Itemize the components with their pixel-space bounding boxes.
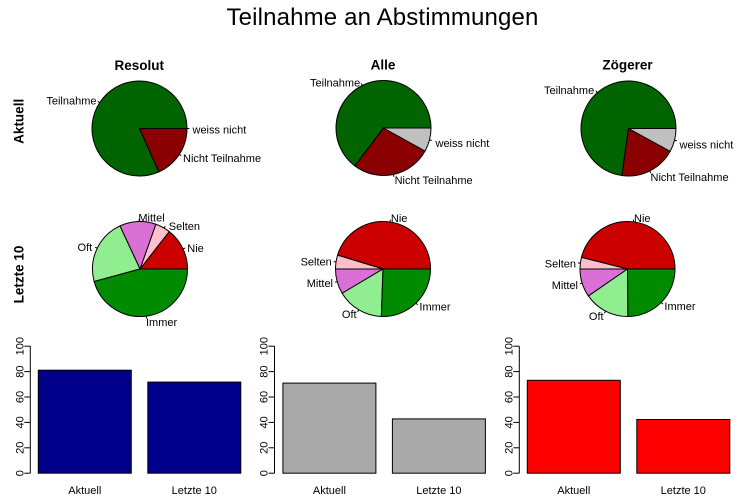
svg-text:Nie: Nie xyxy=(634,213,651,225)
svg-text:Oft: Oft xyxy=(78,242,93,254)
svg-text:Aktuell: Aktuell xyxy=(12,99,27,144)
svg-text:20: 20 xyxy=(503,442,515,454)
svg-text:Immer: Immer xyxy=(146,317,178,329)
svg-text:80: 80 xyxy=(259,365,271,377)
svg-text:60: 60 xyxy=(503,391,515,403)
svg-text:Selten: Selten xyxy=(301,256,332,268)
svg-text:Teilnahme: Teilnahme xyxy=(544,85,594,97)
svg-text:Mittel: Mittel xyxy=(307,278,333,290)
svg-text:60: 60 xyxy=(14,391,26,403)
svg-text:Nie: Nie xyxy=(391,213,408,225)
svg-text:Nicht Teilnahme: Nicht Teilnahme xyxy=(183,153,261,165)
svg-text:0: 0 xyxy=(259,470,271,476)
svg-text:Aktuell: Aktuell xyxy=(557,485,590,497)
svg-text:40: 40 xyxy=(14,416,26,428)
svg-text:weiss nicht: weiss nicht xyxy=(679,139,734,151)
svg-text:Letzte 10: Letzte 10 xyxy=(416,485,461,497)
svg-text:Teilnahme: Teilnahme xyxy=(46,95,96,107)
svg-text:20: 20 xyxy=(14,442,26,454)
svg-text:Letzte 10: Letzte 10 xyxy=(172,485,217,497)
svg-text:Nicht Teilnahme: Nicht Teilnahme xyxy=(651,172,729,184)
svg-text:40: 40 xyxy=(503,416,515,428)
svg-text:Mittel: Mittel xyxy=(552,280,578,292)
svg-text:100: 100 xyxy=(14,337,26,355)
svg-text:100: 100 xyxy=(259,337,271,355)
svg-text:weiss nicht: weiss nicht xyxy=(435,138,490,150)
svg-text:40: 40 xyxy=(259,416,271,428)
svg-text:Letzte 10: Letzte 10 xyxy=(12,246,27,304)
svg-text:Letzte 10: Letzte 10 xyxy=(661,485,706,497)
svg-text:60: 60 xyxy=(259,391,271,403)
svg-text:Selten: Selten xyxy=(169,221,200,233)
svg-text:100: 100 xyxy=(503,337,515,355)
svg-text:0: 0 xyxy=(503,470,515,476)
svg-text:80: 80 xyxy=(14,365,26,377)
svg-text:Zögerer: Zögerer xyxy=(602,58,653,73)
svg-text:Immer: Immer xyxy=(664,301,696,313)
svg-text:Oft: Oft xyxy=(342,309,357,321)
svg-text:Alle: Alle xyxy=(371,58,396,73)
svg-text:Teilnahme: Teilnahme xyxy=(310,78,360,90)
svg-text:Immer: Immer xyxy=(419,302,451,314)
svg-text:Nicht Teilnahme: Nicht Teilnahme xyxy=(395,175,473,187)
svg-text:20: 20 xyxy=(259,442,271,454)
svg-text:Aktuell: Aktuell xyxy=(68,485,101,497)
svg-text:Oft: Oft xyxy=(589,311,604,323)
svg-text:Selten: Selten xyxy=(545,258,576,270)
svg-text:Mittel: Mittel xyxy=(138,212,164,224)
svg-text:Aktuell: Aktuell xyxy=(313,485,346,497)
svg-text:Nie: Nie xyxy=(187,243,204,255)
svg-text:weiss nicht: weiss nicht xyxy=(192,124,247,136)
svg-text:Resolut: Resolut xyxy=(115,58,165,73)
svg-text:80: 80 xyxy=(503,365,515,377)
svg-text:0: 0 xyxy=(14,470,26,476)
svg-text:Teilnahme an Abstimmungen: Teilnahme an Abstimmungen xyxy=(227,4,539,31)
